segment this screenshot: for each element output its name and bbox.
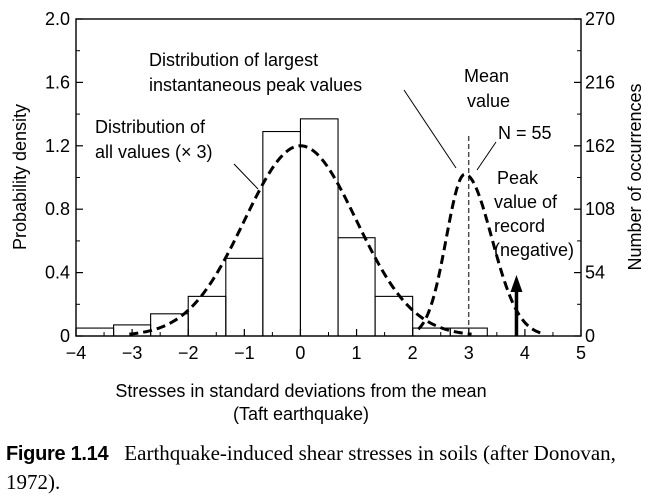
x-axis-title: Stresses in standard deviations from the…	[115, 381, 486, 401]
annotation-mean-line2: value	[467, 91, 510, 111]
y-right-tick-label: 108	[585, 199, 615, 219]
annotation-record-line1: Peak	[497, 168, 539, 188]
peak-record-arrow-head	[510, 275, 523, 292]
caption-text: Earthquake-induced shear stresses in soi…	[6, 441, 616, 494]
x-tick-label: 2	[408, 343, 418, 363]
all-values-curve	[129, 144, 472, 336]
annotation-all-values-line2: all values (× 3)	[95, 142, 213, 162]
annotation-record-line2: value of	[494, 192, 558, 212]
annotation-record-line3: record	[494, 216, 545, 236]
caption-label: Figure 1.14	[6, 443, 109, 465]
y-tick-label: 1.2	[45, 136, 70, 156]
histogram-bar	[262, 130, 301, 337]
x-tick-label: −1	[234, 343, 255, 363]
annotation-peak-line2: instantaneous peak values	[149, 75, 362, 95]
x-tick-label: −3	[122, 343, 143, 363]
x-tick-label: 4	[520, 343, 530, 363]
y-right-tick-label: 54	[585, 263, 605, 283]
x-tick-label: 1	[352, 343, 362, 363]
figure-caption: Figure 1.14 Earthquake-induced shear str…	[6, 440, 646, 498]
histogram-bar	[187, 295, 227, 337]
y-tick-label: 1.6	[45, 72, 70, 92]
x-tick-label: 5	[576, 343, 586, 363]
histogram-bar	[225, 257, 264, 337]
x-tick-label: −4	[66, 343, 87, 363]
y-right-tick-label: 0	[585, 326, 595, 346]
distribution-curves	[129, 136, 545, 336]
y-axis-title: Probability density	[10, 104, 30, 250]
histogram-bar	[337, 237, 376, 337]
annotation-all-values-line1: Distribution of	[95, 117, 206, 137]
annotation-n-arrow	[476, 141, 497, 171]
y-tick-label: 0.4	[45, 263, 70, 283]
y-axis-right-title: Number of occurrences	[625, 83, 645, 270]
y-tick-label: 0	[60, 326, 70, 346]
histogram-bar	[150, 313, 189, 337]
x-tick-label: −2	[178, 343, 199, 363]
annotation-record-line4: (negative)	[494, 240, 574, 260]
y-tick-label: 2.0	[45, 9, 70, 29]
x-axis-title-line2: (Taft earthquake)	[233, 404, 369, 424]
y-tick-label: 0.8	[45, 199, 70, 219]
x-tick-label: 0	[295, 343, 305, 363]
histogram-bar	[75, 327, 115, 337]
histogram-bar	[299, 118, 339, 337]
y-right-tick-label: 162	[585, 136, 615, 156]
annotation-mean-line1: Mean	[464, 66, 509, 86]
annotation-peak-arrow	[403, 89, 457, 169]
x-tick-label: 3	[464, 343, 474, 363]
y-right-tick-label: 270	[585, 9, 615, 29]
annotation-peak-line1: Distribution of largest	[149, 50, 318, 70]
histogram-bar	[374, 295, 414, 337]
y-right-tick-label: 216	[585, 72, 615, 92]
annotation-all-values-arrow	[233, 163, 259, 190]
peak-values-curve	[417, 172, 545, 336]
annotation-n-label: N = 55	[498, 123, 552, 143]
